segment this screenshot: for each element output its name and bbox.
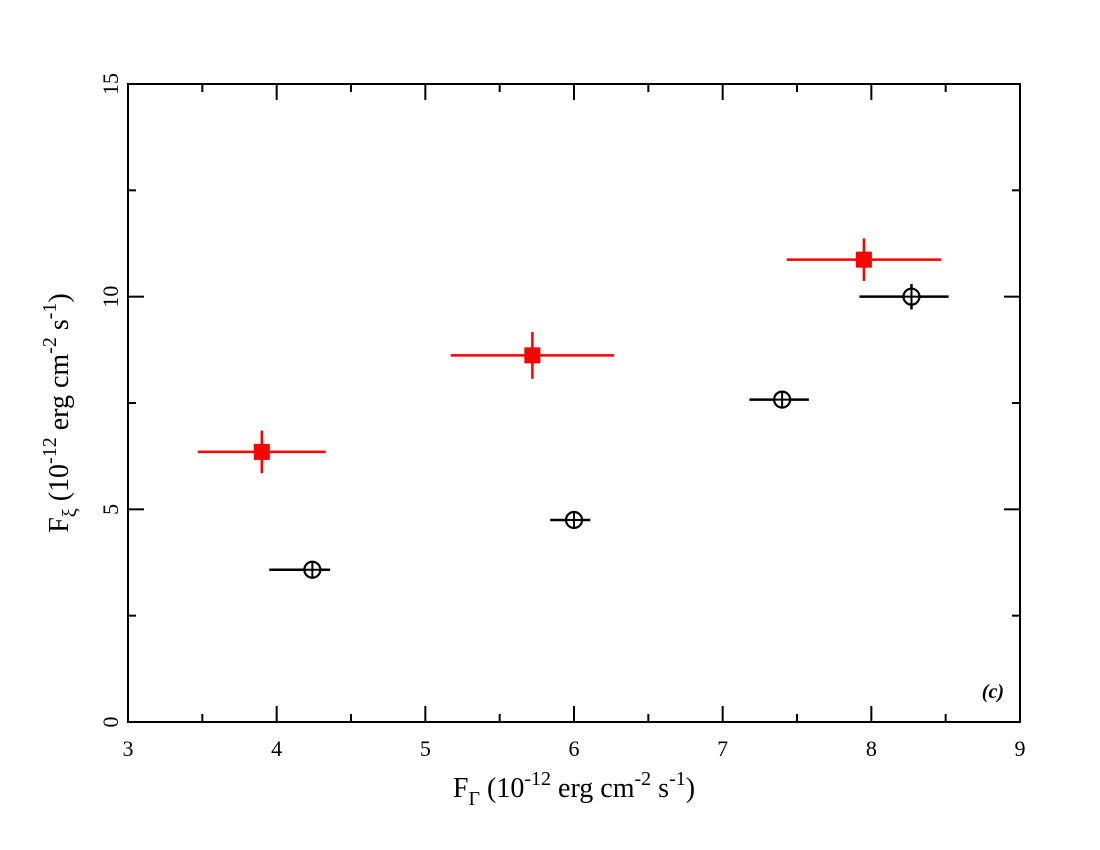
square-marker bbox=[855, 251, 872, 268]
data-point-square bbox=[786, 238, 942, 281]
y-tick-label: 5 bbox=[98, 504, 123, 515]
data-point-circle bbox=[749, 390, 809, 409]
x-tick-label: 7 bbox=[717, 736, 728, 761]
axis-tick-labels: 3 4 5 6 7 8 9 0 5 10 15 bbox=[98, 73, 1026, 761]
x-axis-label: FΓ (10-12 erg cm-2 s-1) bbox=[453, 768, 695, 810]
data-points bbox=[197, 238, 949, 579]
data-point-circle bbox=[550, 510, 591, 530]
square-marker bbox=[253, 443, 270, 460]
panel-label: (c) bbox=[982, 681, 1004, 703]
data-point-square bbox=[197, 430, 326, 474]
data-point-circle bbox=[269, 560, 331, 579]
x-tick-label: 6 bbox=[569, 736, 580, 761]
x-tick-label: 4 bbox=[271, 736, 282, 761]
y-tick-label: 10 bbox=[98, 286, 123, 308]
axis-ticks bbox=[127, 83, 1021, 723]
data-point-circle bbox=[859, 283, 949, 310]
data-point-square bbox=[450, 331, 615, 379]
y-axis-label: Fξ (10-12 erg cm-2 s-1) bbox=[39, 293, 81, 533]
x-tick-label: 9 bbox=[1015, 736, 1026, 761]
x-tick-label: 5 bbox=[420, 736, 431, 761]
square-marker bbox=[524, 347, 541, 364]
plot-frame bbox=[127, 83, 1021, 723]
y-tick-label: 15 bbox=[98, 73, 123, 95]
x-tick-label: 3 bbox=[123, 736, 134, 761]
x-tick-label: 8 bbox=[866, 736, 877, 761]
y-tick-label: 0 bbox=[98, 717, 123, 728]
